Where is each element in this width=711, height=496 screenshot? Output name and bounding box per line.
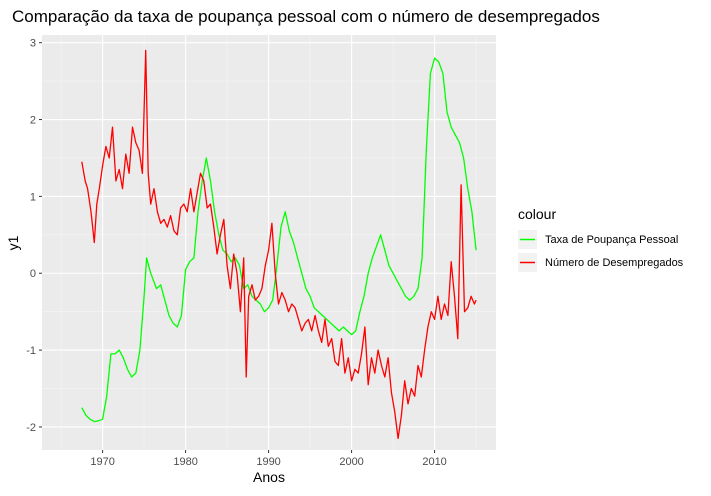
series-line-1 [81, 57, 477, 423]
y-tick-label: 3 [30, 38, 36, 50]
legend-label-2: Número de Desempregados [545, 257, 684, 269]
legend-items: Taxa de Poupança Pessoal Número de Desemp… [518, 230, 684, 272]
y-tick-label: -2 [26, 422, 36, 434]
legend-label-1: Taxa de Poupança Pessoal [545, 234, 678, 246]
y-tick-label: 2 [30, 115, 36, 127]
y-tick-label: 0 [30, 268, 36, 280]
series-line-2 [81, 49, 477, 440]
x-axis-label: Anos [253, 469, 285, 485]
legend-title: colour [518, 206, 556, 222]
y-tick-label: 1 [30, 191, 36, 203]
x-tick-label: 1970 [90, 456, 114, 468]
y-tick-label: -1 [26, 345, 36, 357]
x-tick-label: 1980 [173, 456, 197, 468]
grid-major [42, 35, 496, 450]
series-layer [81, 49, 477, 440]
x-axis: 1970 1980 1990 2000 2010 [90, 450, 447, 468]
y-axis: -2 -1 0 1 2 3 [26, 38, 42, 434]
x-tick-label: 1990 [256, 456, 280, 468]
legend: colour Taxa de Poupança Pessoal Número de… [518, 206, 684, 272]
x-tick-label: 2000 [339, 456, 363, 468]
y-axis-label: y1 [5, 235, 21, 250]
plot-panel [42, 35, 496, 450]
x-tick-label: 2010 [422, 456, 446, 468]
chart-title: Comparação da taxa de poupança pessoal c… [12, 7, 600, 26]
